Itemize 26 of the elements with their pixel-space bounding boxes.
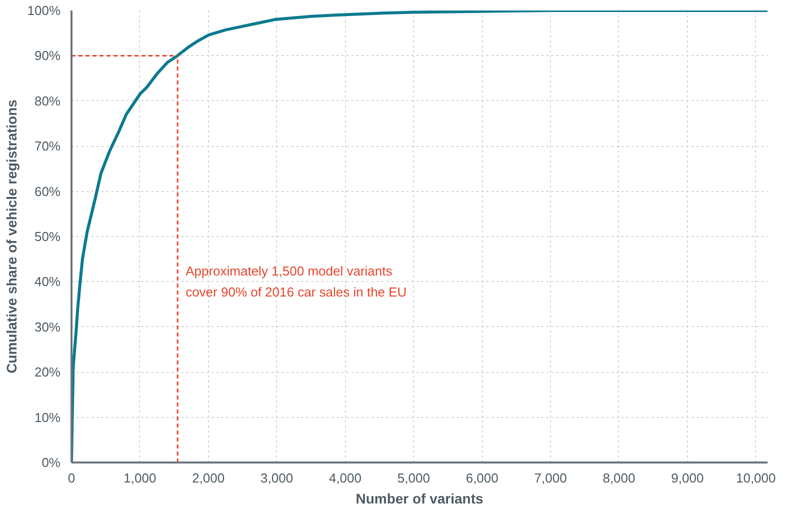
x-tick-label: 5,000 [397,470,430,486]
x-tick-label: 8,000 [602,470,636,486]
y-tick-label: 100% [27,3,61,18]
x-tick-label: 9,000 [671,470,704,486]
line-series [72,10,768,462]
y-tick-label: 0% [42,455,61,470]
x-tick-label: 3,000 [260,470,294,486]
y-tick-label: 10% [34,410,61,425]
y-tick-label: 60% [34,184,61,199]
y-tick-label: 70% [34,138,61,154]
x-tick-label: 10,000 [736,470,776,486]
x-tick-label: 2,000 [192,470,225,486]
x-tick-label: 0 [68,470,76,486]
y-tick-label: 80% [34,93,61,108]
y-axis-title: Cumulative share of vehicle registrations [3,99,20,374]
annotation: Approximately 1,500 model variants cover 90% of 2016 car sales in the EU [186,264,407,300]
y-tick-label: 90% [34,48,61,64]
y-tick-label: 40% [34,274,61,290]
x-tick-label: 6,000 [466,470,498,486]
x-axis-title: Number of variants [356,490,484,506]
y-tick-label: 30% [34,319,61,334]
y-tick-label: 50% [34,229,61,244]
x-tick-label: 1,000 [124,470,156,486]
x-tick-label: 7,000 [534,470,567,486]
x-tick-label: 4,000 [328,470,362,486]
y-tick-label: 20% [34,364,61,380]
